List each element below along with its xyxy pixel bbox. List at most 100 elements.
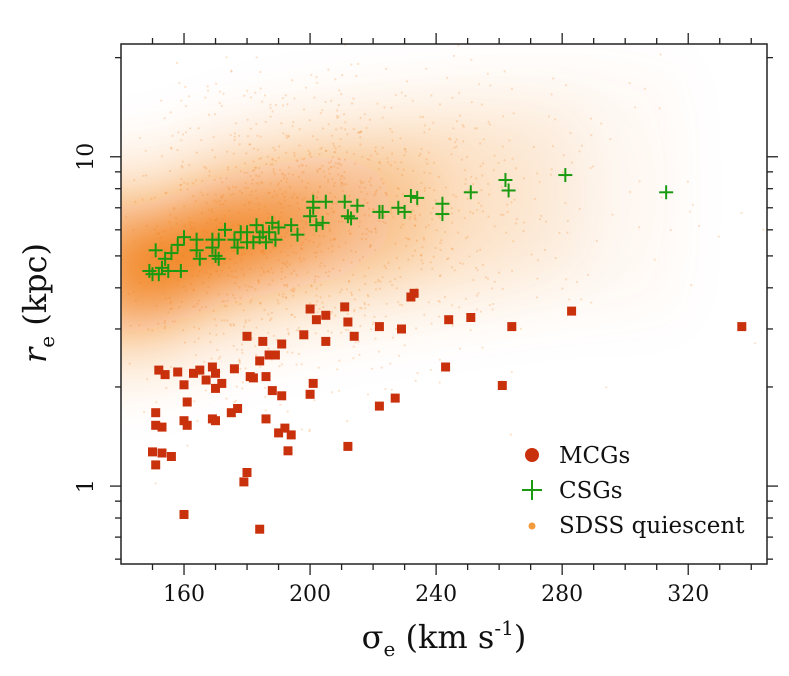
sdss-point xyxy=(284,222,287,225)
sdss-point xyxy=(391,130,394,133)
sdss-point xyxy=(218,221,222,224)
sdss-point xyxy=(205,271,208,274)
sdss-point xyxy=(139,281,142,284)
sdss-point xyxy=(233,132,236,135)
sdss-point xyxy=(271,163,274,166)
sdss-point xyxy=(194,354,197,357)
sdss-point xyxy=(413,224,416,227)
legend-marker-sdss-quiescent xyxy=(528,522,536,530)
x-tick-label: 160 xyxy=(163,582,205,607)
mcg-point xyxy=(255,356,265,366)
sdss-point xyxy=(281,192,284,195)
sdss-point xyxy=(168,296,171,299)
sdss-point xyxy=(305,223,308,226)
csg-point xyxy=(230,240,245,255)
sdss-point xyxy=(234,261,237,264)
sdss-point xyxy=(378,161,381,164)
sdss-point xyxy=(432,161,435,164)
mcg-point xyxy=(189,368,198,378)
sdss-point xyxy=(331,177,334,180)
sdss-point xyxy=(398,267,401,270)
sdss-point xyxy=(419,152,422,155)
sdss-point xyxy=(281,172,284,175)
mcg-point xyxy=(277,339,287,349)
sdss-point xyxy=(561,287,564,290)
sdss-point xyxy=(444,186,447,189)
sdss-point xyxy=(438,103,442,106)
sdss-point xyxy=(316,81,319,84)
sdss-point xyxy=(257,279,260,282)
sdss-point xyxy=(242,274,245,277)
sdss-point xyxy=(342,183,345,186)
sdss-point xyxy=(254,288,257,291)
sdss-point xyxy=(270,317,273,320)
sdss-point xyxy=(221,218,224,221)
sdss-point xyxy=(398,354,401,357)
sdss-point xyxy=(179,184,182,187)
sdss-point xyxy=(238,286,241,289)
sdss-point xyxy=(249,301,252,304)
sdss-point xyxy=(595,239,599,243)
sdss-point xyxy=(285,260,289,264)
sdss-point xyxy=(280,267,283,270)
sdss-point xyxy=(313,96,316,99)
sdss-point xyxy=(234,282,237,285)
sdss-point xyxy=(335,114,338,117)
sdss-point xyxy=(303,258,306,261)
sdss-point xyxy=(253,169,256,172)
sdss-point xyxy=(315,76,318,79)
sdss-point xyxy=(182,254,185,258)
sdss-point xyxy=(226,150,229,153)
sdss-point xyxy=(366,192,369,195)
sdss-point xyxy=(233,324,236,327)
sdss-point xyxy=(272,246,275,249)
sdss-point xyxy=(353,308,356,311)
sdss-point xyxy=(372,321,375,324)
csg-point xyxy=(501,183,516,198)
sdss-point xyxy=(327,178,330,181)
sdss-point xyxy=(365,227,368,231)
sdss-point xyxy=(459,261,462,265)
sdss-point xyxy=(312,241,315,244)
x-tick-label: 320 xyxy=(667,582,709,607)
sdss-point xyxy=(132,290,135,294)
sdss-point xyxy=(288,185,292,189)
sdss-point xyxy=(394,93,397,96)
sdss-point xyxy=(480,103,483,106)
sdss-point xyxy=(180,164,183,168)
sdss-point xyxy=(319,112,322,115)
sdss-point xyxy=(374,146,377,149)
sdss-point xyxy=(257,182,260,185)
y-tick-label: 1 xyxy=(74,479,99,493)
sdss-point xyxy=(204,305,208,308)
sdss-point xyxy=(382,220,385,223)
sdss-point xyxy=(267,270,270,273)
sdss-point xyxy=(377,280,380,283)
sdss-point xyxy=(215,228,218,231)
sdss-point xyxy=(292,173,295,176)
sdss-point xyxy=(308,428,311,431)
sdss-point xyxy=(208,113,211,116)
sdss-point xyxy=(157,232,160,235)
sdss-point xyxy=(364,307,367,310)
sdss-point xyxy=(281,295,284,298)
sdss-point xyxy=(413,214,416,217)
sdss-point xyxy=(234,166,238,169)
sdss-point xyxy=(301,164,304,167)
sdss-point xyxy=(462,125,465,128)
sdss-point xyxy=(271,271,274,274)
sdss-point xyxy=(249,174,252,178)
sdss-point xyxy=(211,148,214,152)
sdss-point xyxy=(446,257,449,261)
sdss-point xyxy=(193,229,196,232)
sdss-point xyxy=(194,179,197,182)
sdss-point xyxy=(370,367,373,370)
sdss-point xyxy=(191,274,194,277)
sdss-point xyxy=(303,157,306,160)
sdss-point xyxy=(448,137,451,140)
sdss-point xyxy=(313,251,316,255)
sdss-point xyxy=(380,366,383,369)
sdss-point xyxy=(352,128,355,131)
sdss-point xyxy=(374,288,378,291)
sdss-point xyxy=(327,168,330,171)
